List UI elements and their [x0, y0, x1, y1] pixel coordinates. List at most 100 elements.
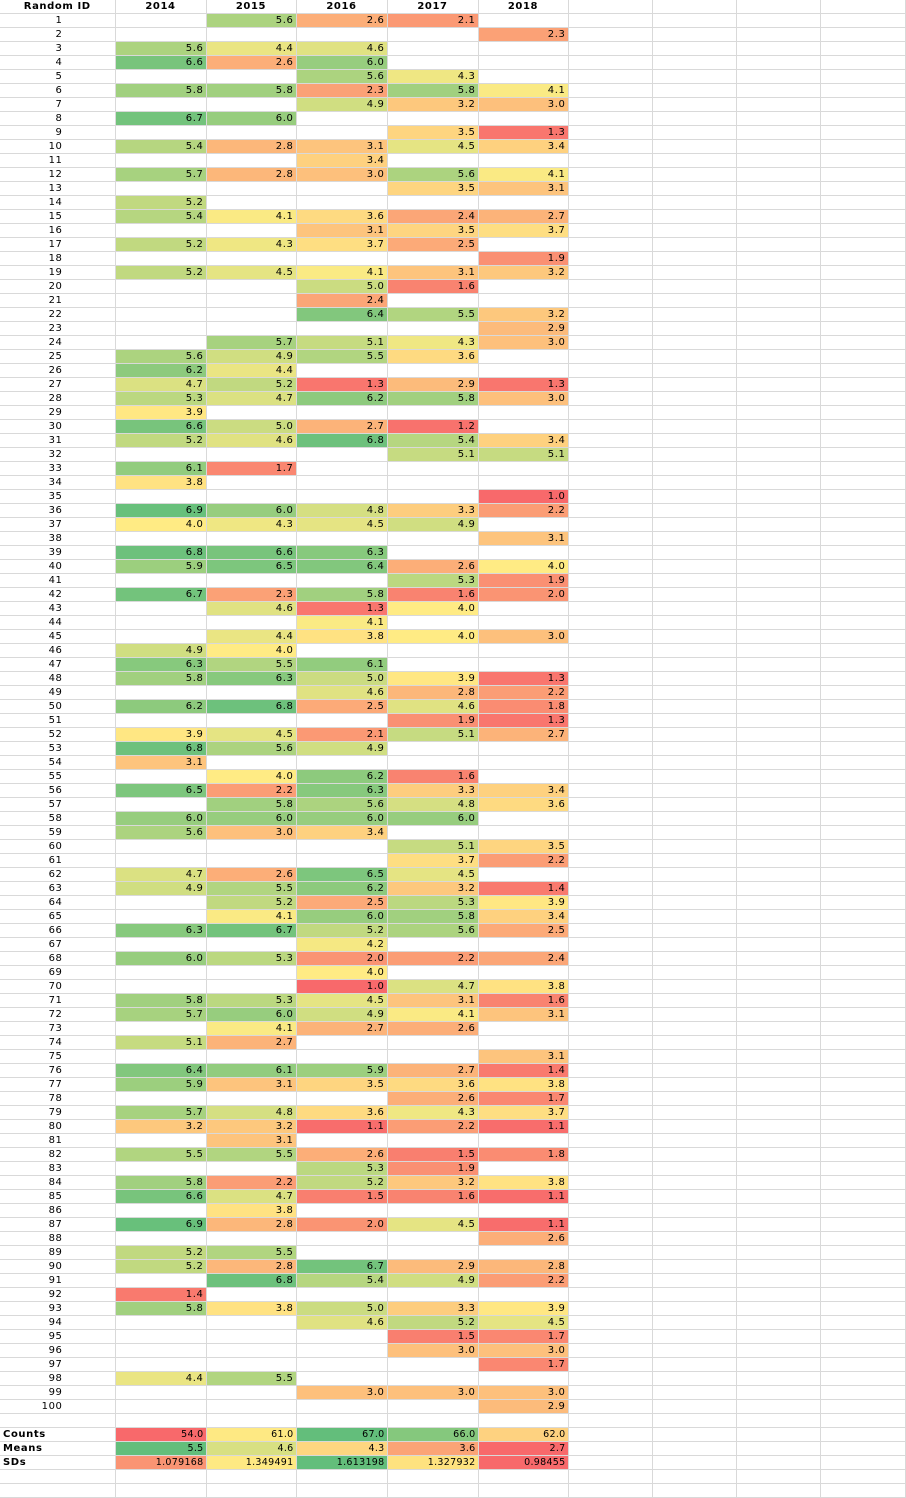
row-empty-cell[interactable] [820, 643, 906, 658]
summary-empty-cell[interactable] [568, 1427, 653, 1442]
value-cell[interactable]: 2.6 [296, 1147, 388, 1162]
row-empty-cell[interactable] [652, 1245, 737, 1260]
blank-empty-cell[interactable] [568, 1413, 653, 1428]
value-cell[interactable] [296, 1035, 388, 1050]
row-empty-cell[interactable] [736, 769, 821, 784]
value-cell[interactable]: 5.8 [115, 671, 207, 686]
random-id-cell[interactable]: 30 [0, 419, 116, 434]
row-empty-cell[interactable] [652, 923, 737, 938]
row-empty-cell[interactable] [652, 727, 737, 742]
row-empty-cell[interactable] [568, 223, 653, 238]
value-cell[interactable]: 1.0 [296, 979, 388, 994]
value-cell[interactable] [478, 657, 569, 672]
value-cell[interactable] [115, 1203, 207, 1218]
row-empty-cell[interactable] [568, 1217, 653, 1232]
value-cell[interactable] [387, 1035, 479, 1050]
value-cell[interactable] [206, 195, 297, 210]
value-cell[interactable] [206, 1329, 297, 1344]
row-empty-cell[interactable] [652, 951, 737, 966]
value-cell[interactable]: 2.5 [478, 923, 569, 938]
blank-empty-cell[interactable] [478, 1483, 569, 1498]
value-cell[interactable] [296, 1399, 388, 1414]
row-empty-cell[interactable] [820, 433, 906, 448]
value-cell[interactable]: 3.0 [478, 391, 569, 406]
value-cell[interactable]: 3.1 [387, 993, 479, 1008]
random-id-cell[interactable]: 60 [0, 839, 116, 854]
value-cell[interactable] [206, 321, 297, 336]
blank-empty-cell[interactable] [0, 1413, 116, 1428]
value-cell[interactable]: 1.3 [478, 713, 569, 728]
row-empty-cell[interactable] [820, 993, 906, 1008]
random-id-cell[interactable]: 13 [0, 181, 116, 196]
row-empty-cell[interactable] [652, 237, 737, 252]
value-cell[interactable]: 3.1 [478, 1049, 569, 1064]
random-id-cell[interactable]: 5 [0, 69, 116, 84]
row-empty-cell[interactable] [568, 55, 653, 70]
value-cell[interactable]: 5.3 [115, 391, 207, 406]
summary-label-cell[interactable]: SDs [0, 1455, 116, 1470]
row-empty-cell[interactable] [652, 293, 737, 308]
value-cell[interactable]: 4.6 [206, 601, 297, 616]
row-empty-cell[interactable] [652, 797, 737, 812]
row-empty-cell[interactable] [652, 1035, 737, 1050]
value-cell[interactable]: 4.6 [296, 1315, 388, 1330]
value-cell[interactable] [115, 769, 207, 784]
row-empty-cell[interactable] [568, 461, 653, 476]
row-empty-cell[interactable] [652, 657, 737, 672]
row-empty-cell[interactable] [568, 237, 653, 252]
row-empty-cell[interactable] [568, 139, 653, 154]
random-id-cell[interactable]: 2 [0, 27, 116, 42]
value-cell[interactable] [115, 97, 207, 112]
value-cell[interactable] [115, 839, 207, 854]
random-id-cell[interactable]: 70 [0, 979, 116, 994]
row-empty-cell[interactable] [652, 1021, 737, 1036]
row-empty-cell[interactable] [820, 1049, 906, 1064]
row-empty-cell[interactable] [652, 27, 737, 42]
value-cell[interactable]: 3.0 [206, 825, 297, 840]
value-cell[interactable] [387, 251, 479, 266]
value-cell[interactable] [206, 125, 297, 140]
random-id-cell[interactable]: 49 [0, 685, 116, 700]
value-cell[interactable] [115, 937, 207, 952]
blank-empty-cell[interactable] [652, 1413, 737, 1428]
value-cell[interactable]: 5.1 [478, 447, 569, 462]
value-cell[interactable] [115, 1021, 207, 1036]
value-cell[interactable] [206, 447, 297, 462]
row-empty-cell[interactable] [652, 545, 737, 560]
value-cell[interactable] [206, 615, 297, 630]
value-cell[interactable]: 4.3 [387, 69, 479, 84]
row-empty-cell[interactable] [820, 909, 906, 924]
summary-value-cell[interactable]: 62.0 [478, 1427, 569, 1442]
row-empty-cell[interactable] [820, 181, 906, 196]
row-empty-cell[interactable] [820, 153, 906, 168]
row-empty-cell[interactable] [652, 1105, 737, 1120]
row-empty-cell[interactable] [736, 755, 821, 770]
row-empty-cell[interactable] [736, 615, 821, 630]
row-empty-cell[interactable] [568, 1161, 653, 1176]
random-id-cell[interactable]: 7 [0, 97, 116, 112]
blank-empty-cell[interactable] [652, 1469, 737, 1484]
row-empty-cell[interactable] [568, 629, 653, 644]
value-cell[interactable]: 2.7 [478, 209, 569, 224]
row-empty-cell[interactable] [820, 237, 906, 252]
value-cell[interactable]: 5.5 [206, 1371, 297, 1386]
row-empty-cell[interactable] [736, 27, 821, 42]
row-empty-cell[interactable] [820, 377, 906, 392]
row-empty-cell[interactable] [652, 97, 737, 112]
random-id-cell[interactable]: 54 [0, 755, 116, 770]
random-id-cell[interactable]: 96 [0, 1343, 116, 1358]
value-cell[interactable]: 1.3 [296, 377, 388, 392]
random-id-cell[interactable]: 17 [0, 237, 116, 252]
value-cell[interactable]: 3.4 [296, 825, 388, 840]
value-cell[interactable]: 2.2 [387, 1119, 479, 1134]
row-empty-cell[interactable] [652, 811, 737, 826]
row-empty-cell[interactable] [568, 1077, 653, 1092]
row-empty-cell[interactable] [820, 1021, 906, 1036]
row-empty-cell[interactable] [736, 251, 821, 266]
value-cell[interactable] [478, 1035, 569, 1050]
random-id-cell[interactable]: 9 [0, 125, 116, 140]
row-empty-cell[interactable] [652, 195, 737, 210]
row-empty-cell[interactable] [568, 1357, 653, 1372]
row-empty-cell[interactable] [568, 83, 653, 98]
row-empty-cell[interactable] [820, 727, 906, 742]
